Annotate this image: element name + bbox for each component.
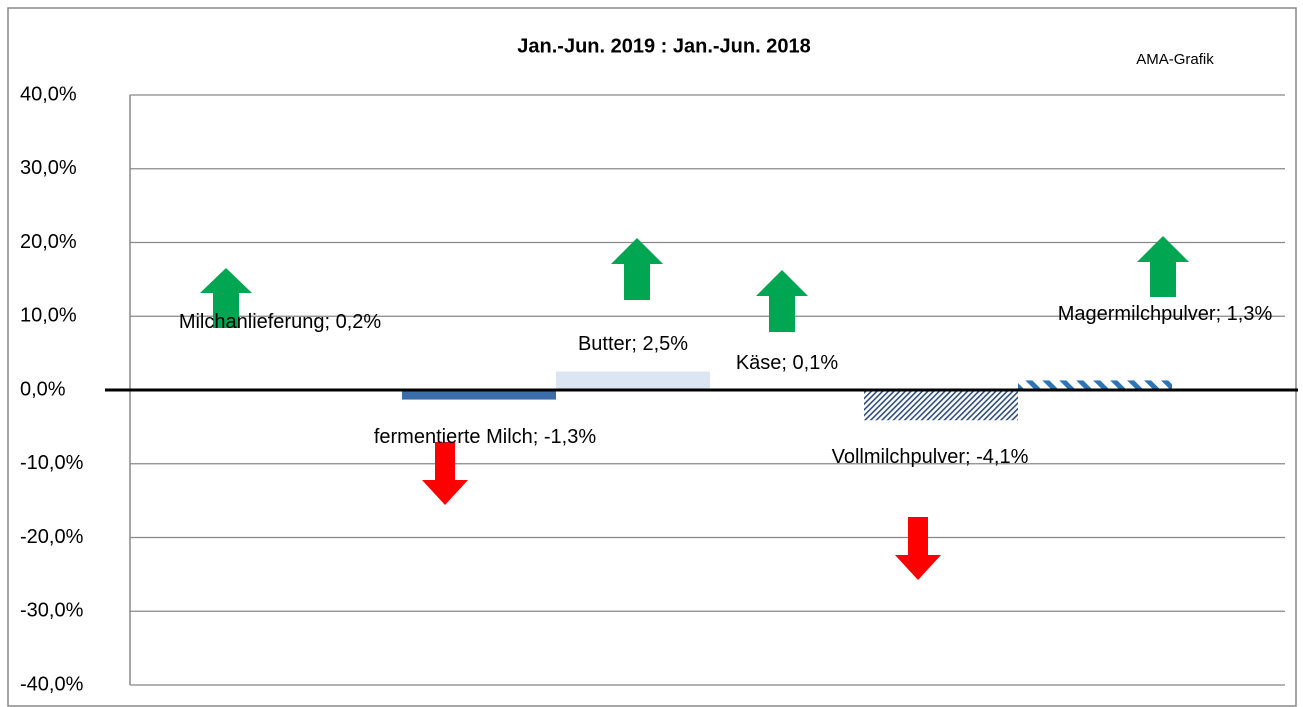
chart-title: Jan.-Jun. 2019 : Jan.-Jun. 2018 [517, 35, 810, 57]
y-tick-label: 0,0% [20, 378, 66, 400]
data-label: Butter; 2,5% [577, 333, 689, 355]
arrow-up [756, 270, 808, 332]
y-tick-label: 30,0% [20, 157, 77, 179]
arrow-up [1137, 236, 1189, 297]
arrow-up [200, 268, 252, 328]
arrow-down [422, 442, 468, 505]
data-label: Magermilchpulver; 1,3% [1057, 303, 1273, 325]
arrow-up [611, 238, 663, 300]
data-label: fermentierte Milch; -1,3% [373, 426, 597, 448]
y-tick-label: -40,0% [20, 673, 84, 695]
trend-arrows [200, 236, 1189, 580]
bar [864, 390, 1018, 421]
y-tick-label: -30,0% [20, 600, 84, 622]
y-tick-label: 40,0% [20, 83, 77, 105]
y-tick-label: 10,0% [20, 305, 77, 327]
y-tick-label: 20,0% [20, 231, 77, 253]
bar [556, 371, 710, 390]
chart-border [7, 7, 1297, 707]
bar [402, 390, 556, 400]
data-label: Käse; 0,1% [735, 352, 839, 374]
y-tick-label: -20,0% [20, 526, 84, 548]
annotation: AMA-Grafik [1136, 51, 1214, 68]
data-label: Vollmilchpulver; -4,1% [831, 446, 1029, 468]
arrow-down [895, 517, 941, 580]
bar [1018, 380, 1172, 390]
data-label: Milchanlieferung; 0,2% [178, 311, 382, 333]
y-tick-label: -10,0% [20, 452, 84, 474]
